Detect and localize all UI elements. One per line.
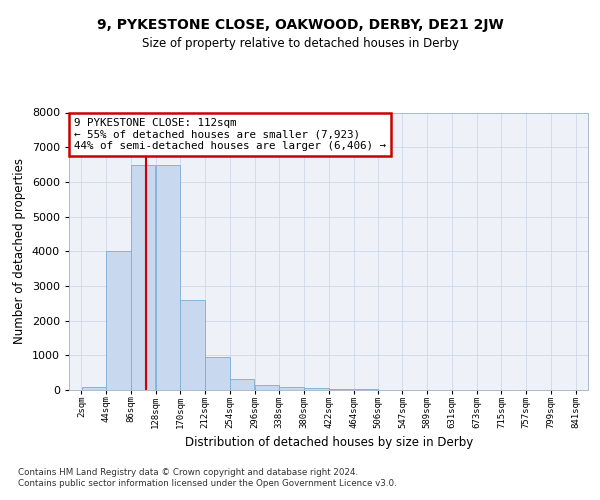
Y-axis label: Number of detached properties: Number of detached properties <box>13 158 26 344</box>
Bar <box>156 164 180 390</box>
Bar <box>255 386 279 390</box>
Bar <box>304 388 329 390</box>
Text: Size of property relative to detached houses in Derby: Size of property relative to detached ho… <box>142 38 458 51</box>
Text: Contains HM Land Registry data © Crown copyright and database right 2024.
Contai: Contains HM Land Registry data © Crown c… <box>18 468 397 487</box>
Bar <box>230 378 254 390</box>
Bar <box>205 357 230 390</box>
Text: 9 PYKESTONE CLOSE: 112sqm
← 55% of detached houses are smaller (7,923)
44% of se: 9 PYKESTONE CLOSE: 112sqm ← 55% of detac… <box>74 118 386 151</box>
Bar <box>280 387 304 390</box>
Bar <box>181 300 205 390</box>
Text: Distribution of detached houses by size in Derby: Distribution of detached houses by size … <box>185 436 473 449</box>
Text: 9, PYKESTONE CLOSE, OAKWOOD, DERBY, DE21 2JW: 9, PYKESTONE CLOSE, OAKWOOD, DERBY, DE21… <box>97 18 503 32</box>
Bar <box>106 251 131 390</box>
Bar <box>131 164 155 390</box>
Bar <box>82 386 106 390</box>
